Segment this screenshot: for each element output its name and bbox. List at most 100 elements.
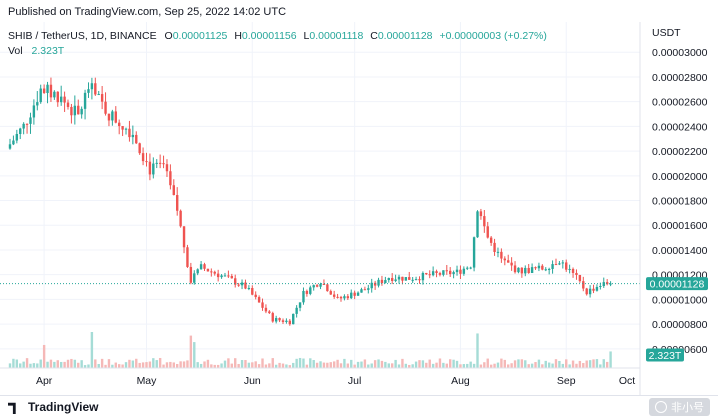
- candle-body: [322, 284, 326, 286]
- volume-bar: [428, 359, 431, 368]
- candle-body: [449, 270, 452, 275]
- volume-bar: [155, 360, 158, 368]
- y-tick-label: 0.00002600: [652, 97, 708, 109]
- volume-bar: [97, 364, 100, 368]
- candle-body: [32, 105, 36, 118]
- y-tick-label: 0.00001000: [652, 294, 708, 306]
- volume-bar: [196, 362, 199, 368]
- volume-bar: [367, 364, 370, 368]
- candle-body: [568, 268, 571, 270]
- y-tick-label: 0.00003000: [652, 47, 708, 59]
- candle-body: [131, 134, 135, 138]
- candle-body: [19, 128, 22, 134]
- volume-bar: [455, 360, 459, 368]
- volume-bar: [182, 361, 186, 368]
- volume-bar: [513, 360, 517, 368]
- volume-bar: [503, 359, 507, 368]
- candle-body: [561, 262, 565, 264]
- volume-bar: [186, 360, 189, 368]
- candle-body: [520, 267, 524, 274]
- volume-bar: [312, 360, 315, 368]
- candle-body: [281, 320, 285, 322]
- candle-body: [111, 111, 114, 121]
- volume-bar: [288, 365, 292, 368]
- volume-bar: [302, 358, 305, 368]
- candle-body: [261, 302, 264, 308]
- volume-bar: [213, 364, 216, 368]
- grid-lines: [0, 22, 640, 368]
- candle-body: [186, 247, 189, 267]
- volume-bar: [329, 362, 332, 368]
- volume-bar: [94, 359, 97, 368]
- candle-body: [609, 283, 612, 285]
- volume-bar: [124, 362, 128, 368]
- candle-body: [148, 161, 152, 175]
- chart-frame[interactable]: USDT 0.00003000 0.00002800 0.00002600 0.000…: [0, 22, 718, 395]
- volume-bar: [469, 361, 472, 368]
- candle-body: [46, 84, 49, 94]
- candle-body: [172, 185, 175, 196]
- candle-body: [397, 276, 401, 280]
- volume-bar: [418, 360, 421, 368]
- candle-body: [452, 272, 455, 275]
- candle-body: [329, 291, 332, 295]
- open-value: 0.00001125: [172, 30, 228, 42]
- volume-bar: [128, 359, 131, 368]
- volume-bar: [339, 363, 343, 368]
- volume-bar: [261, 358, 264, 368]
- tradingview-logo-text: TradingView: [28, 400, 99, 414]
- volume-bar: [189, 335, 193, 368]
- volume-bar: [271, 358, 274, 368]
- candle-body: [285, 320, 288, 322]
- candle-body: [459, 269, 462, 274]
- volume-bar: [12, 358, 15, 368]
- volume-bar: [244, 360, 247, 368]
- candle-body: [510, 262, 513, 266]
- candle-body: [117, 122, 121, 127]
- tradingview-logo[interactable]: TradingView: [8, 400, 98, 414]
- candle-body: [326, 284, 329, 292]
- volume-bar: [353, 364, 356, 368]
- candle-body: [220, 275, 223, 278]
- volume-bar: [141, 362, 145, 368]
- tradingview-logo-icon: [8, 402, 16, 414]
- candle-body: [247, 288, 251, 290]
- candle-body: [87, 89, 90, 93]
- candle-body: [605, 282, 609, 285]
- volume-bar: [561, 363, 565, 368]
- volume-bar: [466, 363, 469, 368]
- volume-bar: [42, 344, 46, 368]
- candle-body: [571, 268, 575, 273]
- candle-body: [486, 226, 489, 238]
- volume-bar: [254, 361, 257, 368]
- volume-bar: [70, 358, 73, 368]
- volume-bar: [609, 351, 612, 368]
- candle-body: [254, 294, 257, 298]
- candle-body: [298, 302, 302, 308]
- candle-body: [199, 264, 203, 270]
- price-chart[interactable]: USDT 0.000030000.000028000.000026000.000…: [0, 22, 718, 395]
- symbol-label[interactable]: SHIB / TetherUS, 1D, BINANCE: [8, 30, 157, 42]
- volume-bar: [80, 360, 83, 368]
- candle-body: [135, 134, 138, 144]
- volume-bar: [350, 359, 353, 368]
- candle-body: [203, 264, 206, 269]
- x-tick-label: Jun: [244, 375, 261, 387]
- volume-bar: [530, 363, 534, 368]
- volume-bar: [534, 362, 537, 368]
- volume-bar: [315, 362, 319, 368]
- volume-bar: [111, 364, 114, 368]
- candle-body: [66, 102, 70, 107]
- close-label: C: [370, 30, 378, 42]
- last-price-badge-text: 0.00001128: [650, 278, 705, 290]
- candle-body: [155, 162, 158, 164]
- x-tick-label: Jul: [348, 375, 361, 387]
- volume-bar: [595, 359, 599, 368]
- volume-bar: [220, 363, 223, 368]
- candle-body: [124, 128, 128, 130]
- volume-bar: [162, 364, 165, 368]
- candle-body: [49, 84, 53, 98]
- time-axis-ticks: Apr May Jun Jul Aug Sep Oct: [36, 375, 635, 387]
- volume-bar: [53, 361, 56, 368]
- volume-bar: [387, 363, 390, 368]
